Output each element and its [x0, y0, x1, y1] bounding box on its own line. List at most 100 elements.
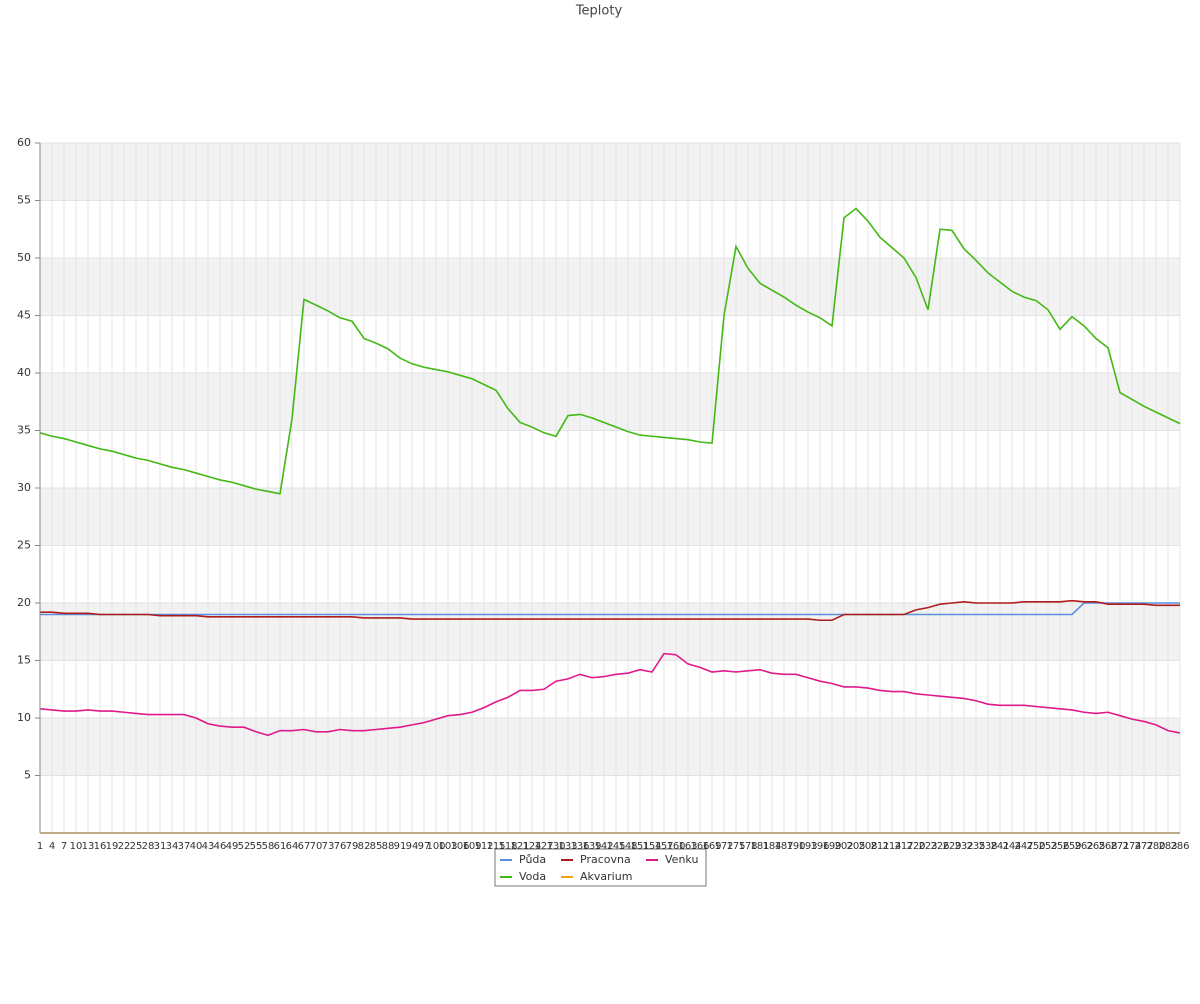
- x-tick-label: 217: [894, 841, 913, 852]
- x-tick-label: 10: [70, 841, 83, 852]
- x-tick-label: 19: [106, 841, 119, 852]
- x-tick-label: 22: [118, 841, 131, 852]
- x-tick-label: 181: [750, 841, 769, 852]
- x-tick-label: 184: [762, 841, 781, 852]
- x-tick-label: 154: [642, 841, 661, 852]
- x-tick-label: 52: [238, 841, 251, 852]
- x-tick-label: 82: [358, 841, 371, 852]
- x-tick-label: 232: [954, 841, 973, 852]
- x-tick-label: 25: [130, 841, 143, 852]
- x-tick-label: 127: [534, 841, 553, 852]
- x-tick-label: 118: [498, 841, 517, 852]
- x-tick-label: 106: [450, 841, 469, 852]
- x-tick-label: 139: [582, 841, 601, 852]
- x-tick-label: 286: [1170, 841, 1189, 852]
- x-tick-label: 49: [226, 841, 239, 852]
- x-tick-label: 136: [570, 841, 589, 852]
- x-tick-label: 31: [154, 841, 167, 852]
- x-tick-label: 250: [1026, 841, 1045, 852]
- x-tick-label: 205: [846, 841, 865, 852]
- y-tick-label: 25: [17, 539, 31, 552]
- x-tick-label: 226: [930, 841, 949, 852]
- x-tick-label: 61: [274, 841, 287, 852]
- x-tick-label: 244: [1002, 841, 1021, 852]
- x-tick-label: 220: [906, 841, 925, 852]
- y-tick-label: 55: [17, 194, 31, 207]
- legend-box: [494, 848, 707, 887]
- x-tick-label: 190: [786, 841, 805, 852]
- y-tick-label: 15: [17, 654, 31, 667]
- grid-band: [40, 143, 1180, 201]
- x-tick-label: 199: [822, 841, 841, 852]
- x-tick-label: 13: [82, 841, 95, 852]
- x-tick-label: 67: [298, 841, 311, 852]
- y-tick-label: 40: [17, 366, 31, 379]
- x-tick-label: 100: [426, 841, 445, 852]
- x-tick-label: 160: [666, 841, 685, 852]
- x-tick-label: 73: [322, 841, 335, 852]
- x-tick-label: 178: [738, 841, 757, 852]
- grid-band: [40, 258, 1180, 316]
- x-tick-label: 16: [94, 841, 107, 852]
- x-tick-label: 262: [1074, 841, 1093, 852]
- x-tick-label: 28: [142, 841, 155, 852]
- x-tick-label: 166: [690, 841, 709, 852]
- x-tick-label: 97: [418, 841, 431, 852]
- x-tick-label: 172: [714, 841, 733, 852]
- grid-band: [40, 603, 1180, 661]
- x-tick-label: 148: [618, 841, 637, 852]
- x-tick-label: 1: [37, 841, 43, 852]
- x-tick-label: 163: [678, 841, 697, 852]
- x-tick-label: 124: [522, 841, 541, 852]
- x-tick-label: 43: [202, 841, 215, 852]
- x-tick-label: 46: [214, 841, 227, 852]
- x-tick-label: 259: [1062, 841, 1081, 852]
- x-tick-label: 151: [630, 841, 649, 852]
- grid-band: [40, 373, 1180, 431]
- legend-label: Venku: [665, 853, 698, 866]
- x-tick-label: 142: [594, 841, 613, 852]
- grid-band: [40, 488, 1180, 546]
- x-tick-label: 235: [966, 841, 985, 852]
- x-tick-label: 4: [49, 841, 55, 852]
- x-tick-label: 229: [942, 841, 961, 852]
- x-tick-label: 88: [382, 841, 395, 852]
- x-tick-label: 58: [262, 841, 275, 852]
- y-tick-label: 35: [17, 424, 31, 437]
- x-tick-label: 223: [918, 841, 937, 852]
- x-tick-label: 256: [1050, 841, 1069, 852]
- x-tick-label: 157: [654, 841, 673, 852]
- x-tick-label: 247: [1014, 841, 1033, 852]
- series-line: [39, 207, 1181, 495]
- x-tick-label: 208: [858, 841, 877, 852]
- y-tick-label: 10: [17, 711, 31, 724]
- x-tick-label: 253: [1038, 841, 1057, 852]
- y-tick-label: 45: [17, 309, 31, 322]
- x-tick-label: 130: [546, 841, 565, 852]
- x-tick-label: 112: [474, 841, 493, 852]
- x-tick-label: 238: [978, 841, 997, 852]
- x-tick-label: 7: [61, 841, 67, 852]
- x-tick-label: 214: [882, 841, 901, 852]
- x-tick-label: 37: [178, 841, 191, 852]
- x-tick-label: 211: [870, 841, 889, 852]
- y-tick-label: 5: [24, 769, 31, 782]
- x-tick-label: 40: [190, 841, 203, 852]
- x-tick-label: 193: [798, 841, 817, 852]
- x-tick-label: 187: [774, 841, 793, 852]
- x-tick-label: 283: [1158, 841, 1177, 852]
- legend-label: Půda: [519, 853, 546, 866]
- y-tick-label: 60: [17, 136, 31, 149]
- x-tick-label: 133: [558, 841, 577, 852]
- x-tick-label: 34: [166, 841, 179, 852]
- x-tick-label: 70: [310, 841, 323, 852]
- x-tick-label: 268: [1098, 841, 1117, 852]
- x-tick-label: 94: [406, 841, 419, 852]
- x-tick-label: 55: [250, 841, 263, 852]
- plot-background: [40, 142, 1180, 776]
- x-tick-label: 85: [370, 841, 383, 852]
- chart-title: Teploty: [575, 4, 623, 19]
- x-tick-label: 196: [810, 841, 829, 852]
- x-tick-label: 241: [990, 841, 1009, 852]
